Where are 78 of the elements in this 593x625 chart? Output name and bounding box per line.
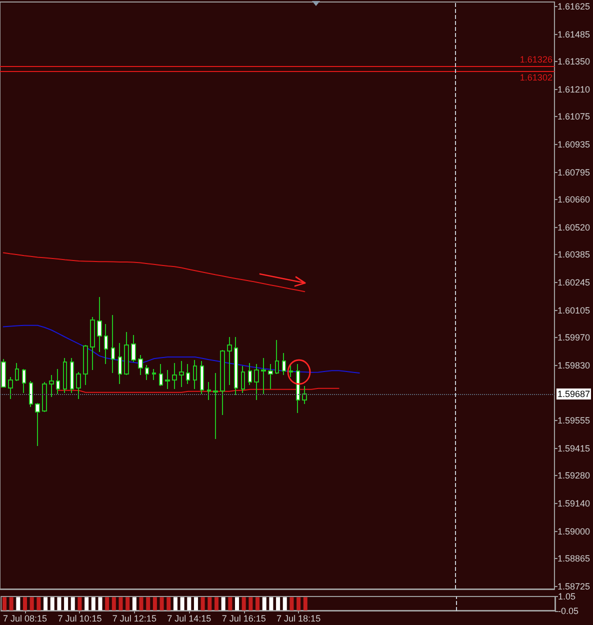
candlestick	[186, 364, 190, 384]
candlestick	[159, 364, 163, 386]
candlestick	[289, 364, 293, 378]
y-tick-label: 1.60935	[557, 139, 590, 150]
y-tick-label: 1.59140	[557, 498, 590, 508]
candlestick	[220, 350, 225, 416]
candlestick	[8, 376, 13, 400]
candlestick	[118, 342, 122, 384]
candlestick	[207, 382, 211, 400]
candlestick	[234, 336, 238, 396]
y-tick-label: 1.58865	[557, 553, 590, 564]
candlestick	[111, 314, 115, 374]
candlestick	[145, 364, 149, 380]
y-tick-label: 1.60245	[557, 277, 590, 288]
y-tick-label: 1.61075	[557, 111, 590, 122]
candlestick	[49, 374, 54, 398]
candlestick	[254, 364, 259, 400]
candlestick	[296, 364, 300, 414]
candlestick	[302, 386, 307, 404]
candlestick	[35, 402, 40, 446]
y-tick-label: 1.60385	[557, 249, 590, 260]
y-tick-label: 1.61485	[557, 29, 590, 40]
x-tick-label: 7 Jul 12:15	[112, 614, 156, 624]
x-tick-label: 7 Jul 14:15	[167, 614, 212, 624]
y-tick-label: 1.59280	[557, 470, 590, 480]
candlestick	[193, 360, 197, 390]
y-tick-label: 1.61210	[557, 84, 590, 94]
candlestick	[104, 324, 108, 364]
candlestick	[152, 368, 156, 380]
candlestick	[275, 340, 279, 374]
candlestick	[227, 336, 232, 386]
candlestick	[261, 358, 266, 394]
candlestick	[90, 316, 95, 370]
y-tick-label: 1.58725	[557, 581, 590, 592]
candlestick	[63, 358, 67, 394]
y-tick-label: 1.05	[558, 592, 576, 602]
x-tick-label: 7 Jul 08:15	[2, 614, 48, 624]
ref-line-label: 1.61326	[520, 54, 552, 65]
x-tick-label: 7 Jul 18:15	[276, 614, 321, 624]
y-tick-label: 1.61625	[557, 1, 590, 12]
candlestick	[97, 296, 102, 352]
candlestick	[1, 358, 6, 388]
candlestick	[172, 362, 177, 390]
candlestick	[268, 364, 273, 390]
y-tick-label: 1.59000	[557, 526, 590, 536]
x-tick-label: 7 Jul 10:15	[58, 614, 102, 624]
candlestick	[165, 370, 170, 390]
candlestick	[22, 368, 26, 394]
candlestick	[83, 344, 88, 386]
y-tick-label: 1.60520	[557, 222, 590, 232]
candlestick	[131, 334, 136, 362]
candlestick	[56, 368, 60, 394]
candlestick	[213, 372, 218, 440]
y-tick-label: -0.05	[558, 606, 579, 616]
candlestick	[241, 366, 245, 394]
candlestick	[76, 372, 81, 400]
y-tick-label: 1.59555	[557, 415, 590, 426]
candlestick	[42, 382, 47, 412]
candlestick	[124, 332, 129, 376]
candlestick	[200, 360, 204, 394]
candlestick	[29, 380, 33, 408]
y-tick-label: 1.61350	[557, 56, 590, 66]
ref-line-label: 1.61302	[520, 72, 552, 82]
candlestick	[70, 358, 74, 394]
y-tick-label: 1.60105	[557, 305, 590, 316]
y-tick-label: 1.59830	[557, 360, 590, 370]
y-tick-label: 1.59415	[557, 443, 590, 454]
y-tick-label: 1.60795	[557, 167, 590, 178]
candlestick	[282, 352, 286, 376]
y-tick-label: 1.60660	[557, 194, 590, 204]
line-series	[2, 252, 306, 292]
candlestick	[15, 362, 19, 382]
candlestick	[179, 360, 184, 388]
candlestick	[138, 354, 143, 376]
candlestick	[248, 362, 252, 386]
x-tick-label: 7 Jul 16:15	[222, 614, 266, 624]
ref-line-label: 1.59687	[557, 389, 590, 399]
y-tick-label: 1.59970	[557, 332, 590, 342]
